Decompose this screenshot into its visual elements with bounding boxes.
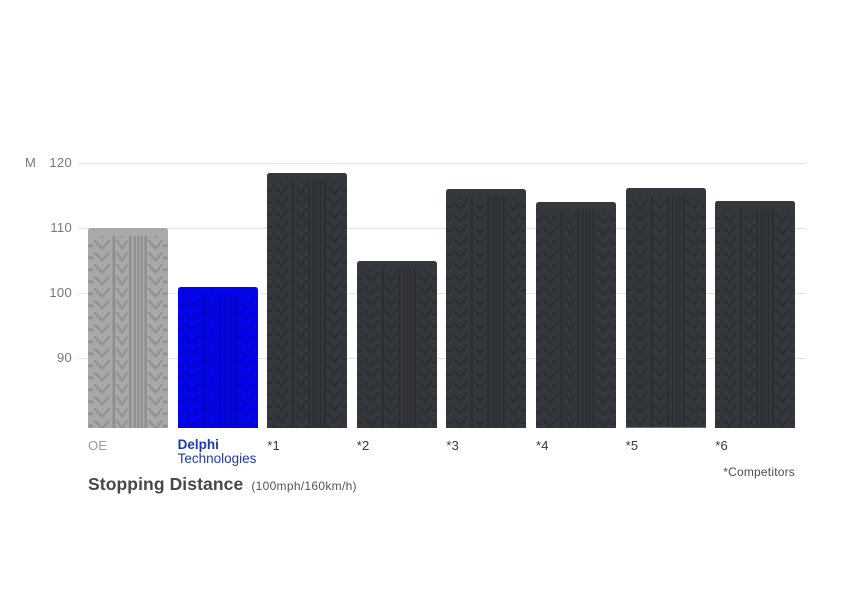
gridline-120 xyxy=(78,163,806,164)
chart-title: Stopping Distance xyxy=(88,474,244,494)
bar-3 xyxy=(446,189,527,428)
x-label-4: *4 xyxy=(536,438,549,453)
y-axis-unit-label: M xyxy=(25,155,36,170)
chart-title-row: Stopping Distance (100mph/160km/h) xyxy=(88,474,357,495)
y-tick-label-100: 100 xyxy=(49,285,72,300)
x-label-2: *2 xyxy=(356,438,370,453)
x-label-1: *1 xyxy=(267,438,280,453)
bar-oe xyxy=(88,228,168,428)
x-label-5: *5 xyxy=(625,438,639,453)
x-label-3: *3 xyxy=(446,438,460,453)
bar-delphi-technologies xyxy=(177,286,258,428)
gridline-100 xyxy=(78,293,806,294)
delphi-technologies-logo: Delphi Technologies xyxy=(178,438,264,466)
x-label-oe: OE xyxy=(88,438,108,453)
bar-2 xyxy=(356,260,437,428)
x-label-6: *6 xyxy=(715,438,728,453)
y-tick-label-110: 110 xyxy=(50,220,72,235)
y-tick-label-90: 90 xyxy=(56,350,72,365)
delphi-logo-line-2: Technologies xyxy=(177,451,257,466)
bar-4 xyxy=(536,202,616,428)
chart-subtitle: (100mph/160km/h) xyxy=(251,479,357,493)
bar-1 xyxy=(267,172,348,429)
bar-6 xyxy=(715,200,796,428)
bar-5 xyxy=(625,188,706,429)
gridline-110 xyxy=(78,228,806,229)
delphi-logo-line-1: Delphi xyxy=(177,437,219,452)
competitors-footnote: *Competitors xyxy=(723,465,795,479)
y-tick-label-120: 120 xyxy=(49,155,72,170)
gridline-90 xyxy=(78,358,806,359)
